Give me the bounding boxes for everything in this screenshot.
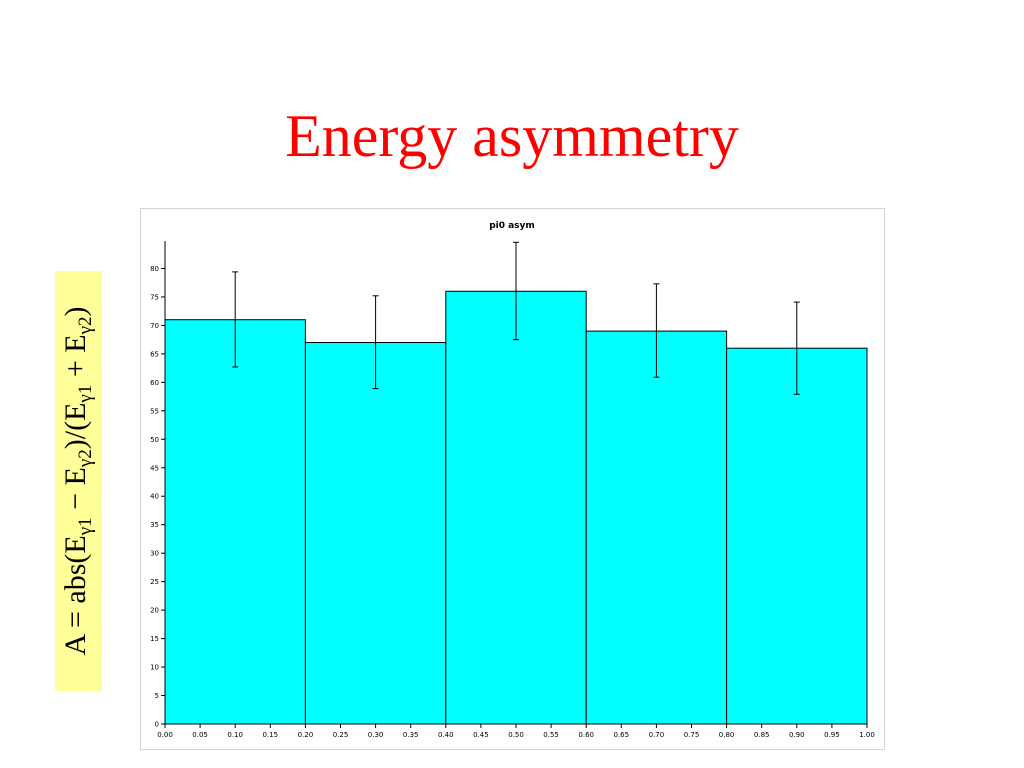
x-tick-label-19: 0.95 [824,731,840,739]
x-tick-label-17: 0.85 [754,731,770,739]
x-tick-label-12: 0.60 [578,731,594,739]
histogram-bar-0 [164,319,306,725]
x-tick-label-14: 0.70 [649,731,665,739]
formula-sub-4: γ2 [75,316,96,335]
x-tick-label-16: 0.80 [719,731,735,739]
formula-sub-2: γ2 [75,449,96,468]
histogram-bar-4 [726,347,868,725]
y-tick-label-9: 45 [150,464,159,472]
formula-part-minus: − E [59,467,92,518]
x-tick-label-11: 0.55 [543,731,559,739]
x-tick-label-7: 0.35 [403,731,419,739]
y-tick-label-7: 35 [150,521,159,529]
formula-part-close: ) [59,306,92,317]
x-tick-label-8: 0.40 [438,731,454,739]
x-tick-label-18: 0.90 [789,731,805,739]
y-tick-label-8: 40 [150,493,159,501]
y-tick-label-16: 80 [150,265,159,273]
y-tick-label-4: 20 [150,607,159,615]
x-tick-label-9: 0.45 [473,731,489,739]
y-tick-label-2: 10 [150,664,159,672]
y-tick-label-13: 65 [150,350,159,358]
x-tick-label-20: 1.00 [859,731,875,739]
y-tick-label-3: 15 [150,635,159,643]
formula-sub-3: γ1 [75,384,96,403]
x-tick-label-13: 0.65 [614,731,630,739]
y-tick-label-12: 60 [150,379,159,387]
y-tick-label-10: 50 [150,436,159,444]
formula-part-mid: )/(E [59,402,92,450]
x-tick-label-5: 0.25 [333,731,349,739]
formula-part-lhs: A = abs(E [59,535,92,656]
y-tick-label-5: 25 [150,578,159,586]
x-tick-label-1: 0.05 [192,731,208,739]
x-tick-label-6: 0.30 [368,731,384,739]
x-tick-label-3: 0.15 [263,731,279,739]
x-tick-label-0: 0.00 [157,731,173,739]
formula-sub-1: γ1 [75,517,96,536]
y-tick-label-11: 55 [150,407,159,415]
y-tick-label-15: 75 [150,293,159,301]
y-tick-label-0: 0 [155,721,159,729]
x-tick-label-15: 0.75 [684,731,700,739]
histogram-bar-1 [304,341,447,725]
formula-part-plus: + E [59,334,92,385]
y-tick-label-1: 5 [155,692,159,700]
plot-frame: pi0 asym 0 5 10 15 20 25 30 35 40 45 50 55 60 65 70 75 80… [140,208,885,750]
x-tick-label-2: 0.10 [227,731,243,739]
histogram-bar-3 [585,330,728,725]
histogram-chart: pi0 asym 0 5 10 15 20 25 30 35 40 45 50 55 60 65 70 75 80… [150,221,875,739]
histogram-bar-2 [445,290,587,725]
x-tick-label-10: 0.50 [508,731,524,739]
chart-title: pi0 asym [489,221,535,231]
formula-box: A = abs(Eγ1 − Eγ2)/(Eγ1 + Eγ2) [55,271,102,691]
slide-title: Energy asymmetry [285,103,739,169]
x-tick-label-4: 0.20 [298,731,314,739]
y-tick-label-6: 30 [150,550,159,558]
y-tick-label-14: 70 [150,322,159,330]
asymmetry-formula: A = abs(Eγ1 − Eγ2)/(Eγ1 + Eγ2) [59,307,97,656]
